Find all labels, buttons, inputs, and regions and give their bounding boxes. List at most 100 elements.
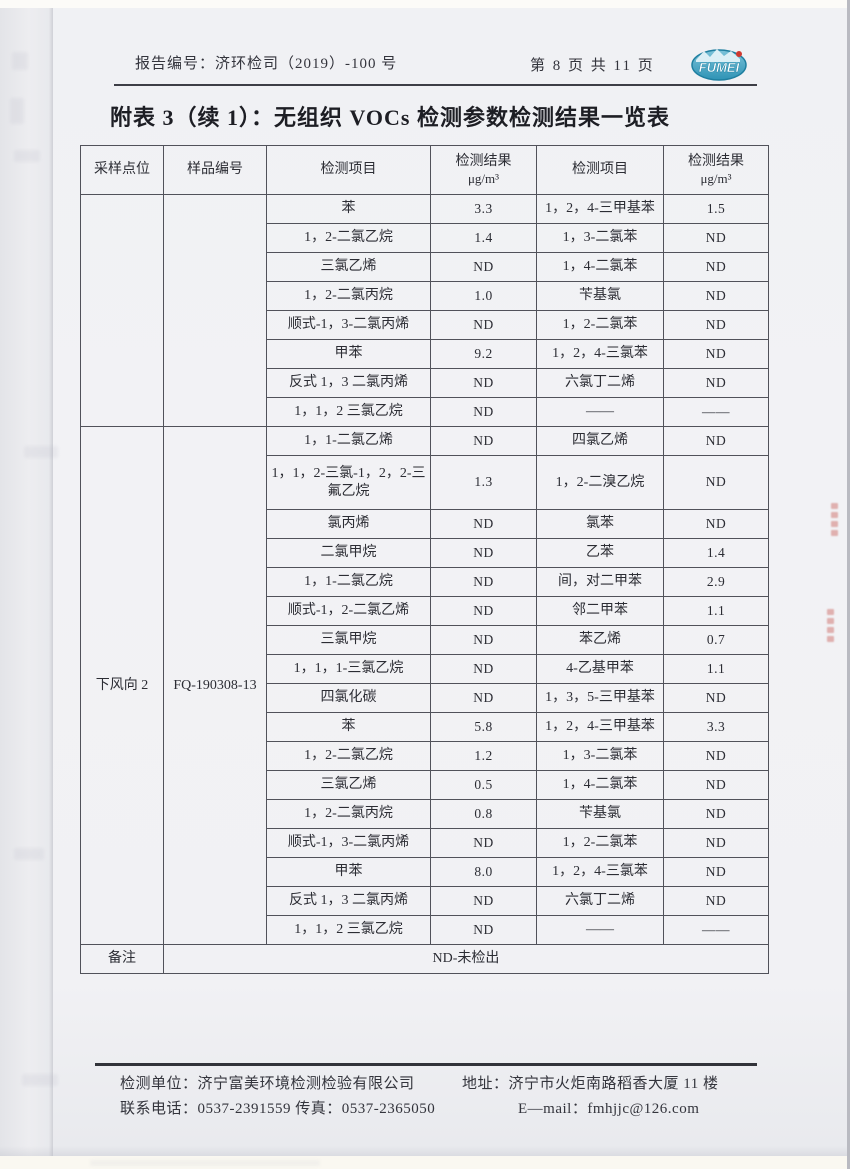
cell-item-right: 苄基氯 bbox=[536, 281, 664, 311]
note-value: ND-未检出 bbox=[163, 944, 769, 974]
cell-value-left: 5.8 bbox=[430, 712, 537, 742]
cell-value-right: ND bbox=[663, 799, 769, 829]
table-row: 下风向 2 FQ-190308-13 1，1-二氯乙烯 ND 四氯乙烯 ND bbox=[80, 426, 769, 945]
cell-item-left: 甲苯 bbox=[266, 857, 431, 887]
cell-value-left: ND bbox=[430, 886, 537, 916]
table-row: 甲苯 9.2 1，2，4-三氯苯 ND bbox=[81, 339, 769, 369]
cell-item-left: 1，1-二氯乙烷 bbox=[266, 567, 431, 597]
bleed-ghost-mark bbox=[22, 1074, 58, 1086]
cell-value-left: ND bbox=[430, 596, 537, 626]
footer-address: 地址：济宁市火炬南路稻香大厦 11 楼 bbox=[462, 1076, 719, 1092]
cell-value-right: 1.1 bbox=[663, 654, 769, 684]
cell-value-left: ND bbox=[430, 538, 537, 568]
cell-value-left: ND bbox=[430, 426, 537, 456]
bleed-ghost-mark bbox=[24, 446, 58, 458]
cell-value-left: ND bbox=[430, 567, 537, 597]
cell-item-left: 1，2-二氯丙烷 bbox=[266, 281, 431, 311]
cell-item-left: 三氯乙烯 bbox=[266, 770, 431, 800]
header-result-left-label: 检测结果 bbox=[455, 154, 512, 170]
red-stamp-bleed bbox=[827, 606, 835, 645]
cell-value-left: 1.2 bbox=[430, 741, 537, 771]
cell-item-right: 1，4-二氯苯 bbox=[536, 252, 664, 282]
cell-value-left: 1.4 bbox=[430, 223, 537, 253]
cell-item-left: 苯 bbox=[266, 194, 431, 224]
cell-value-right: ND bbox=[663, 455, 769, 510]
cell-item-right: 1，2-二氯苯 bbox=[536, 828, 664, 858]
cell-value-left: ND bbox=[430, 310, 537, 340]
cell-item-left: 三氯乙烯 bbox=[266, 252, 431, 282]
cell-value-right: ND bbox=[663, 770, 769, 800]
cell-item-right: 苯乙烯 bbox=[536, 625, 664, 655]
bleed-ghost-mark bbox=[10, 98, 24, 124]
report-number: 报告编号：济环检司（2019）-100 号 bbox=[135, 56, 398, 72]
cell-value-left: 0.8 bbox=[430, 799, 537, 829]
cell-item-right: 1，4-二氯苯 bbox=[536, 770, 664, 800]
bleed-ghost-mark bbox=[90, 1160, 320, 1166]
cell-item-right: 六氯丁二烯 bbox=[536, 886, 664, 916]
cell-sample-no: FQ-190308-13 bbox=[163, 426, 267, 945]
header-result-right-label: 检测结果 bbox=[688, 154, 744, 170]
scan-right-edge bbox=[847, 0, 850, 1169]
cell-item-left: 1，1，2 三氯乙烷 bbox=[266, 397, 431, 427]
cell-item-right: 1，3-二氯苯 bbox=[536, 741, 664, 771]
footer-org: 检测单位：济宁富美环境检测检验有限公司 bbox=[120, 1076, 415, 1092]
cell-item-right: 1，2，4-三氯苯 bbox=[536, 857, 664, 887]
cell-item-left: 二氯甲烷 bbox=[266, 538, 431, 568]
cell-item-right: 四氯乙烯 bbox=[536, 426, 664, 456]
cell-value-right: ND bbox=[663, 683, 769, 713]
header-rule bbox=[114, 84, 757, 86]
table-row: 苯 5.8 1，2，4-三甲基苯 3.3 bbox=[81, 712, 769, 742]
cell-value-left: 0.5 bbox=[430, 770, 537, 800]
cell-value-right: ND bbox=[663, 368, 769, 398]
cell-value-right: 1.1 bbox=[663, 596, 769, 626]
cell-item-left: 甲苯 bbox=[266, 339, 431, 369]
page-title: 附表 3（续 1）：无组织 VOCs 检测参数检测结果一览表 bbox=[109, 105, 670, 130]
header-sample-no: 样品编号 bbox=[163, 145, 267, 195]
cell-item-right: 1，3，5-三甲基苯 bbox=[536, 683, 664, 713]
logo-red-dot-icon bbox=[736, 51, 742, 57]
cell-value-right: 3.3 bbox=[663, 712, 769, 742]
cell-value-left: ND bbox=[430, 252, 537, 282]
cell-item-left: 反式 1，3 二氯丙烯 bbox=[266, 886, 431, 916]
cell-sampling-point bbox=[80, 194, 164, 427]
table-row: 三氯乙烯 0.5 1，4-二氯苯 ND bbox=[81, 770, 769, 800]
cell-item-left: 1，2-二氯乙烷 bbox=[266, 741, 431, 771]
cell-value-right: ND bbox=[663, 252, 769, 282]
cell-item-left: 1，1，2-三氯-1，2，2-三氟乙烷 bbox=[266, 455, 431, 510]
cell-item-left: 1，1，2 三氯乙烷 bbox=[266, 915, 431, 945]
cell-value-right: 2.9 bbox=[663, 567, 769, 597]
cell-item-right: 1，2-二氯苯 bbox=[536, 310, 664, 340]
cell-item-right: —— bbox=[536, 397, 664, 427]
cell-value-left: ND bbox=[430, 397, 537, 427]
cell-value-right: ND bbox=[663, 741, 769, 771]
cell-item-right: 4-乙基甲苯 bbox=[536, 654, 664, 684]
page-number: 第 8 页 共 11 页 bbox=[530, 58, 655, 74]
cell-value-left: 9.2 bbox=[430, 339, 537, 369]
cell-item-left: 顺式-1，2-二氯乙烯 bbox=[266, 596, 431, 626]
scan-top-strip bbox=[0, 0, 850, 8]
cell-item-left: 1，2-二氯丙烷 bbox=[266, 799, 431, 829]
cell-value-left: ND bbox=[430, 828, 537, 858]
cell-item-right: 1，2，4-三甲基苯 bbox=[536, 712, 664, 742]
cell-value-right: 0.7 bbox=[663, 625, 769, 655]
cell-item-left: 1，2-二氯乙烷 bbox=[266, 223, 431, 253]
results-table: 采样点位 样品编号 检测项目 检测结果 μg/m³ 检测项目 检测结果 μg/m… bbox=[80, 145, 769, 974]
footer-phone: 联系电话：0537-2391559 传真：0537-2365050 bbox=[120, 1101, 436, 1117]
table-row: 反式 1，3 二氯丙烯 ND 六氯丁二烯 ND bbox=[81, 368, 769, 398]
cell-item-right: 1，2，4-三甲基苯 bbox=[536, 194, 664, 224]
table-row: 顺式-1，2-二氯乙烯 ND 邻二甲苯 1.1 bbox=[81, 596, 769, 626]
note-label: 备注 bbox=[80, 944, 164, 974]
cell-value-right: —— bbox=[663, 397, 769, 427]
fumei-logo: FUMEI bbox=[690, 44, 752, 82]
scan-bottom-strip bbox=[0, 1156, 850, 1169]
cell-item-left: 三氯甲烷 bbox=[266, 625, 431, 655]
table-row: 甲苯 8.0 1，2，4-三氯苯 ND bbox=[81, 857, 769, 887]
cell-item-left: 1，1-二氯乙烯 bbox=[266, 426, 431, 456]
cell-value-right: ND bbox=[663, 310, 769, 340]
cell-item-left: 氯丙烯 bbox=[266, 509, 431, 539]
cell-value-left: 3.3 bbox=[430, 194, 537, 224]
header-result-right-unit: μg/m³ bbox=[700, 170, 732, 186]
cell-item-left: 1，1，1-三氯乙烷 bbox=[266, 654, 431, 684]
cell-value-right: ND bbox=[663, 509, 769, 539]
table-row: 二氯甲烷 ND 乙苯 1.4 bbox=[81, 538, 769, 568]
